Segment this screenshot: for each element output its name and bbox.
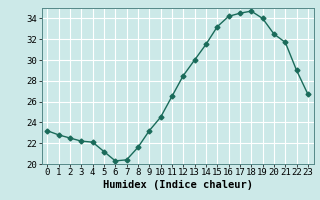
X-axis label: Humidex (Indice chaleur): Humidex (Indice chaleur) [103, 180, 252, 190]
